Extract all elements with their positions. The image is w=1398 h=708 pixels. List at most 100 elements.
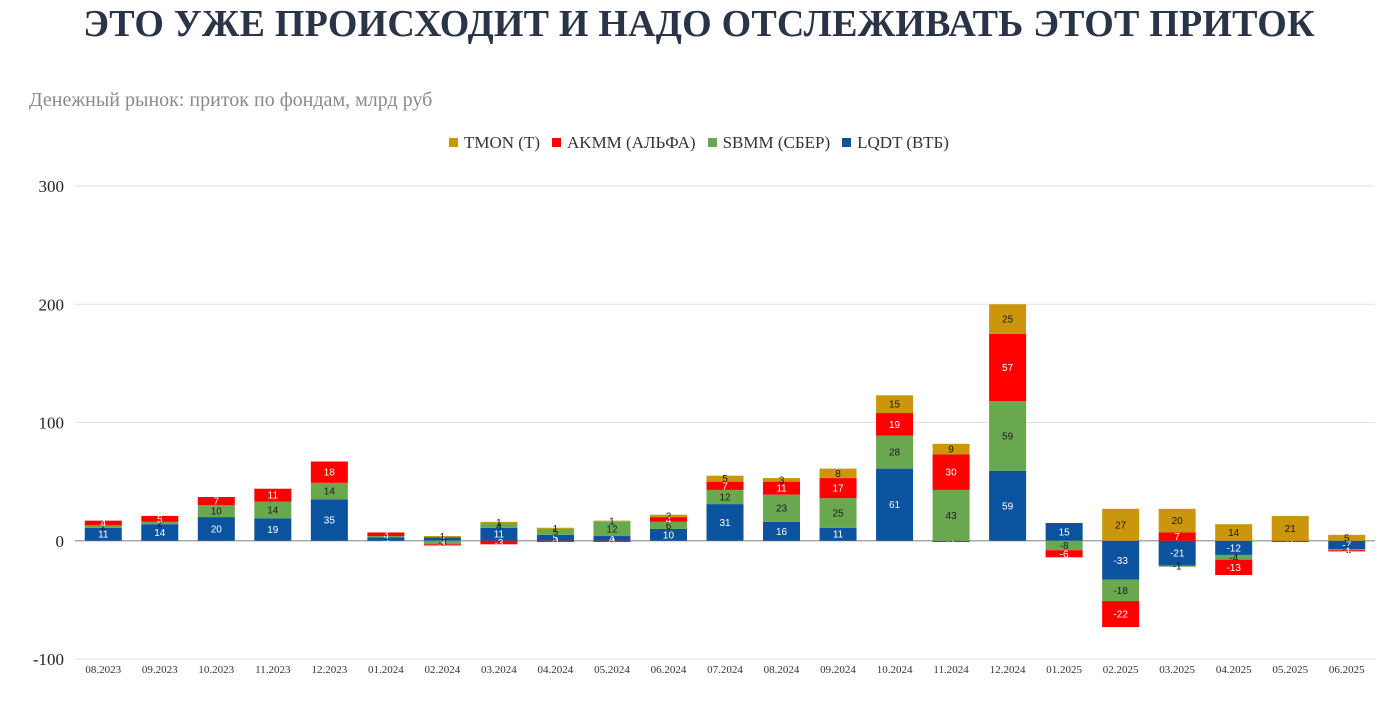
chart-title: Денежный рынок: приток по фондам, млрд р… <box>29 89 433 111</box>
data-label: -3 <box>494 538 503 549</box>
bar-segment <box>141 524 179 541</box>
legend-swatch <box>707 138 717 147</box>
bar-segment <box>1215 559 1253 576</box>
data-label: 1 <box>496 518 502 529</box>
legend-item: TMON (Т) <box>449 133 540 153</box>
bar-segment <box>1045 523 1083 541</box>
data-label: 7 <box>1174 532 1180 543</box>
data-label: 14 <box>324 487 336 498</box>
data-label: 15 <box>889 400 901 411</box>
bar-segment <box>989 333 1027 402</box>
bar-segment <box>876 468 914 541</box>
data-label: 10 <box>211 507 223 518</box>
bar-segment <box>989 470 1027 541</box>
data-label: 12 <box>606 524 618 535</box>
bar-segment <box>649 517 687 522</box>
x-tick-label: 11.2024 <box>933 664 969 676</box>
data-label: -8 <box>1060 541 1069 552</box>
data-label: 7 <box>214 497 220 508</box>
bar-segment <box>141 521 179 525</box>
bar-segment <box>480 521 518 524</box>
bar-segment <box>706 475 744 482</box>
data-label: 14 <box>154 528 166 539</box>
bar-segment <box>367 537 405 541</box>
data-label: 4 <box>666 515 672 526</box>
bar-segment <box>649 528 687 541</box>
data-label: 1 <box>383 532 389 543</box>
x-tick-label: 05.2025 <box>1272 664 1308 676</box>
data-label: 18 <box>324 468 336 479</box>
bar-segment <box>310 482 348 500</box>
legend-swatch <box>842 138 852 147</box>
bar-segment <box>1158 565 1196 567</box>
data-label: -1 <box>608 537 617 548</box>
data-label: 21 <box>1285 524 1297 535</box>
bar-segment <box>1158 540 1196 566</box>
data-label: 19 <box>889 420 901 431</box>
x-tick-label: 09.2024 <box>820 664 856 676</box>
x-tick-label: 03.2025 <box>1159 664 1195 676</box>
x-tick-label: 12.2023 <box>311 664 347 676</box>
bar-segment <box>254 501 292 519</box>
bar-segment <box>1215 524 1253 541</box>
bar-segment <box>197 517 235 541</box>
bar-segment <box>197 496 235 506</box>
bar-segment <box>254 518 292 541</box>
data-label: 25 <box>832 508 844 519</box>
bar-segment <box>1215 540 1253 555</box>
bar-segment <box>819 527 857 541</box>
bar-segment <box>480 527 518 541</box>
bar-segment <box>1328 534 1366 541</box>
bar-segment <box>1328 540 1366 550</box>
y-tick-label: -100 <box>33 650 64 669</box>
data-label: -33 <box>1113 556 1128 567</box>
data-label: 14 <box>267 506 279 517</box>
data-label: 3 <box>779 475 785 486</box>
bar-segment <box>593 521 631 537</box>
data-label: 16 <box>776 527 788 538</box>
data-label: 31 <box>719 518 731 529</box>
data-label: -1 <box>1342 546 1351 557</box>
data-label: 9 <box>948 445 954 456</box>
bar-segment <box>310 499 348 541</box>
legend-item: AKMM (АЛЬФА) <box>552 133 696 153</box>
data-label: 27 <box>1115 520 1127 531</box>
legend-label: TMON (Т) <box>464 133 541 152</box>
legend-swatch <box>552 138 562 147</box>
y-tick-label: 100 <box>39 414 65 433</box>
bar-segment <box>876 395 914 414</box>
bar-segment <box>84 520 122 526</box>
bar-segment <box>480 540 518 545</box>
data-label: 17 <box>832 484 844 495</box>
data-label: 20 <box>211 524 223 535</box>
bar-segment <box>141 515 179 522</box>
data-label: 57 <box>1002 363 1014 374</box>
bar-segment <box>536 540 574 542</box>
bar-segment <box>706 504 744 541</box>
data-label: 4 <box>496 521 502 532</box>
bar-segment <box>593 536 631 541</box>
legend-label: AKMM (АЛЬФА) <box>567 133 696 152</box>
data-label: 2 <box>157 519 163 530</box>
data-label: -21 <box>1170 549 1185 560</box>
bar-segment <box>423 537 461 541</box>
data-label: 4 <box>609 534 615 545</box>
data-label: 30 <box>946 468 958 479</box>
data-label: 5 <box>722 474 728 485</box>
data-label: -6 <box>1060 549 1069 560</box>
data-label: -1 <box>1286 537 1295 548</box>
bar-segment <box>706 481 744 490</box>
bar-segment <box>423 540 461 545</box>
bar-segment <box>932 443 970 455</box>
x-tick-label: 08.2024 <box>764 664 800 676</box>
bar-segment <box>649 521 687 529</box>
data-label: 15 <box>1059 527 1071 538</box>
bar-segment <box>1271 540 1309 542</box>
data-label: 19 <box>267 525 279 536</box>
bar-segment <box>1045 540 1083 551</box>
bar-segment <box>310 461 348 483</box>
data-label: 35 <box>324 516 336 527</box>
y-tick-label: 200 <box>39 295 65 314</box>
data-label: 8 <box>835 469 841 480</box>
data-label: 5 <box>157 514 163 525</box>
